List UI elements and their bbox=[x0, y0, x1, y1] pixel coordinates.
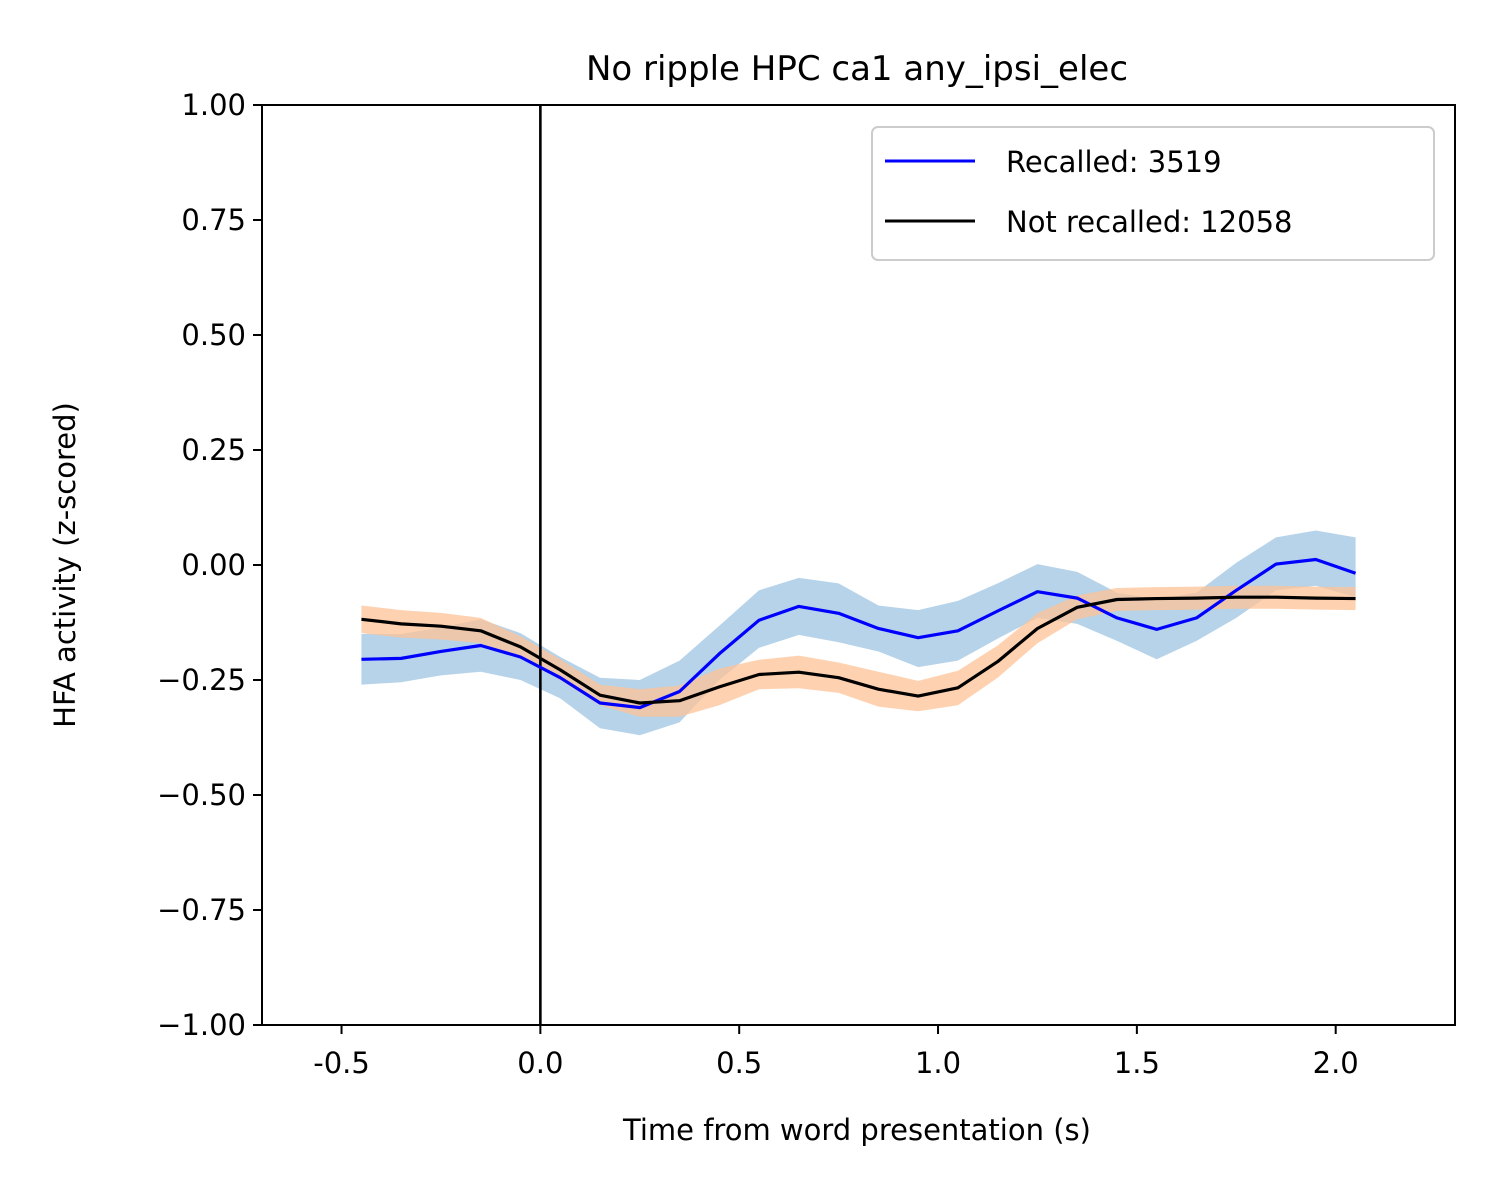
y-tick-label: −1.00 bbox=[157, 1008, 246, 1042]
x-tick-label: 2.0 bbox=[1313, 1046, 1359, 1080]
series-lines bbox=[361, 557, 1357, 710]
x-tick-label: -0.5 bbox=[313, 1046, 370, 1080]
y-tick-label: −0.75 bbox=[157, 893, 246, 927]
y-tick-label: 0.25 bbox=[181, 433, 246, 467]
legend-box bbox=[871, 126, 1435, 261]
x-axis-ticks: -0.5 0.0 0.5 1.0 1.5 2.0 bbox=[313, 1025, 1359, 1080]
y-tick-label: 0.75 bbox=[181, 203, 246, 237]
y-tick-label: 0.00 bbox=[181, 548, 246, 582]
series-line-recalled bbox=[361, 557, 1357, 710]
confidence-bands bbox=[361, 530, 1356, 736]
y-tick-label: 1.00 bbox=[181, 88, 246, 122]
chart-title: No ripple HPC ca1 any_ipsi_elec bbox=[586, 49, 1128, 89]
series-line-not-recalled bbox=[361, 595, 1356, 705]
y-axis-label: HFA activity (z-scored) bbox=[48, 402, 82, 728]
y-tick-label: −0.50 bbox=[157, 778, 246, 812]
confidence-band-not-recalled bbox=[361, 585, 1356, 717]
x-tick-label: 1.5 bbox=[1114, 1046, 1160, 1080]
x-tick-label: 0.5 bbox=[716, 1046, 762, 1080]
confidence-band-recalled bbox=[361, 530, 1356, 736]
x-tick-label: 0.0 bbox=[517, 1046, 563, 1080]
y-tick-label: 0.50 bbox=[181, 318, 246, 352]
y-axis-ticks: −1.00 −0.75 −0.50 −0.25 0.00 0.25 0.50 0.75 1.00 bbox=[157, 88, 262, 1042]
legend-label-recalled: Recalled: 3519 bbox=[1006, 145, 1222, 179]
y-tick-label: −0.25 bbox=[157, 663, 246, 697]
x-tick-label: 1.0 bbox=[915, 1046, 961, 1080]
legend: Recalled: 3519 Not recalled: 12058 bbox=[871, 126, 1435, 261]
legend-label-not-recalled: Not recalled: 12058 bbox=[1006, 205, 1292, 239]
x-axis-label: Time from word presentation (s) bbox=[622, 1113, 1091, 1147]
